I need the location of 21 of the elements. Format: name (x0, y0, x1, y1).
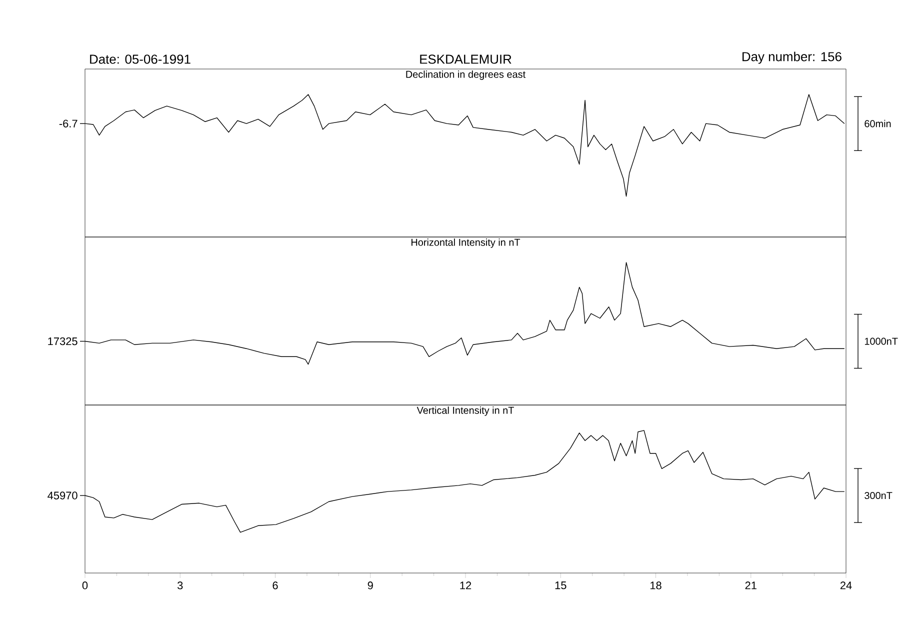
x-tick-label: 0 (82, 582, 88, 590)
text: 60min (864, 120, 891, 128)
text: 45970 (48, 492, 78, 500)
chart-title: Declination in degrees east (406, 70, 526, 80)
text: ESKDALEMUIR (420, 54, 512, 64)
text: Date: 05-06-1991 (90, 54, 190, 64)
x-tick-label: 15 (555, 582, 566, 590)
x-tick-label: 6 (272, 582, 278, 590)
chart-title: Vertical Intensity in nT (416, 406, 514, 416)
x-tick-label: 3 (178, 582, 183, 590)
text: Day number: 156 (742, 52, 842, 64)
text: -6.7 (59, 120, 78, 128)
chart-title: Horizontal Intensity in nT (411, 238, 520, 248)
x-tick-label: 12 (460, 582, 472, 590)
text: 17325 (48, 337, 78, 346)
x-tick-label: 21 (745, 582, 756, 590)
x-tick-label: 24 (840, 582, 852, 590)
text: 1000nT (864, 338, 898, 345)
x-tick-label: 18 (650, 582, 662, 590)
x-tick-label: 9 (368, 582, 373, 590)
text: 300nT (864, 492, 892, 500)
